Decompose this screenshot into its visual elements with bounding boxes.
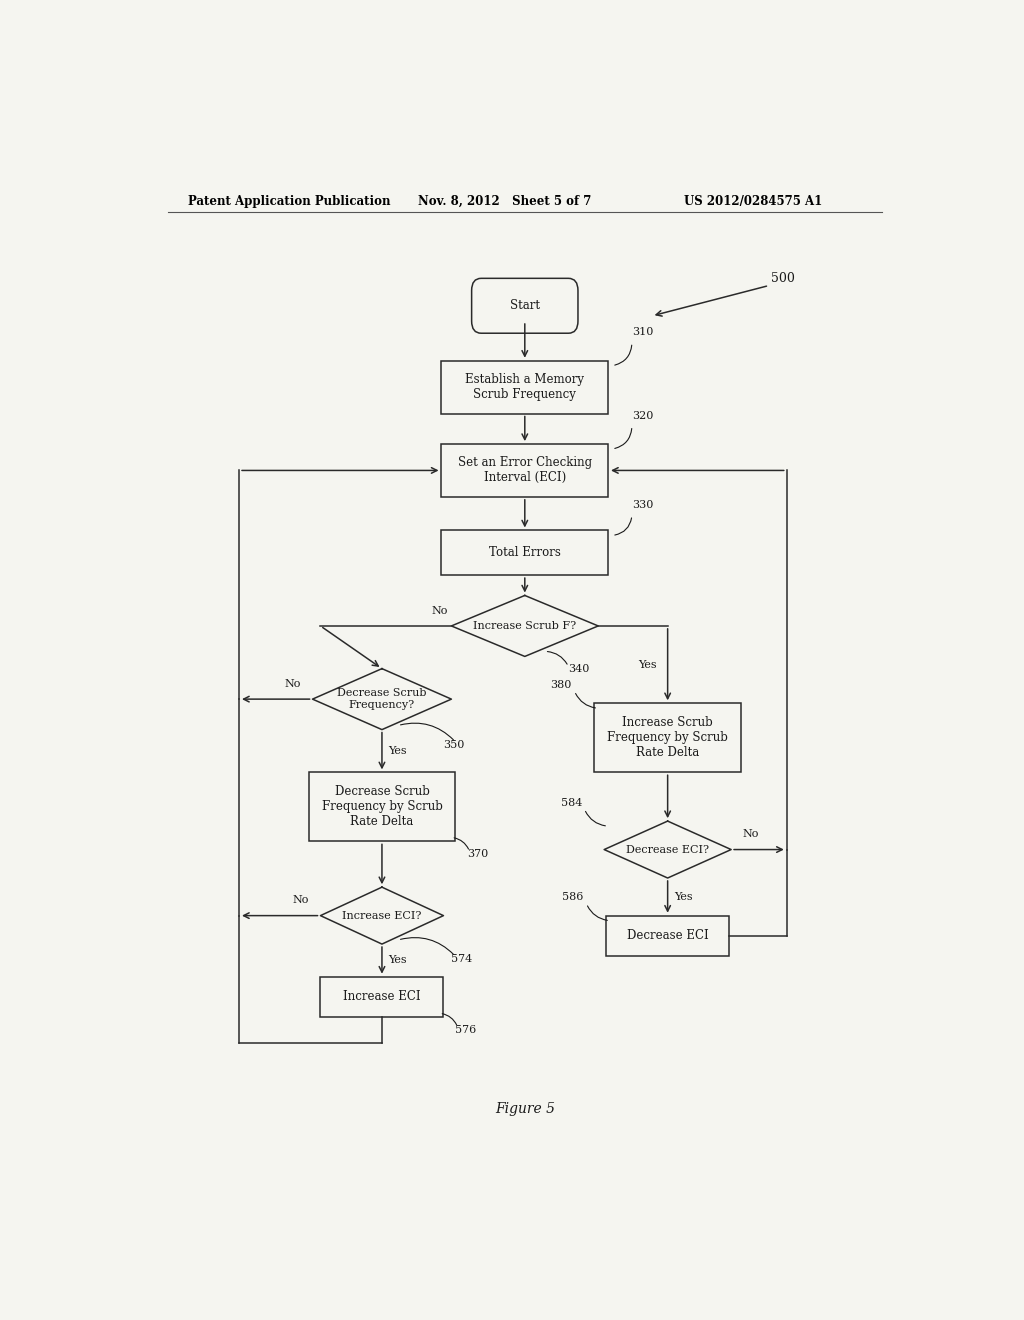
Text: 340: 340 — [568, 664, 590, 673]
Text: Increase ECI?: Increase ECI? — [342, 911, 422, 920]
Text: 370: 370 — [467, 849, 488, 859]
Text: 584: 584 — [560, 797, 582, 808]
Text: 574: 574 — [452, 954, 473, 965]
Text: Decrease Scrub
Frequency by Scrub
Rate Delta: Decrease Scrub Frequency by Scrub Rate D… — [322, 785, 442, 829]
Bar — [321, 977, 443, 1018]
Text: Decrease ECI: Decrease ECI — [627, 929, 709, 942]
Bar — [441, 444, 608, 496]
Text: Decrease Scrub
Frequency?: Decrease Scrub Frequency? — [337, 688, 427, 710]
Bar — [441, 360, 608, 413]
Text: No: No — [742, 829, 759, 840]
Bar — [594, 704, 741, 772]
Text: 586: 586 — [562, 892, 584, 903]
Text: Increase Scrub
Frequency by Scrub
Rate Delta: Increase Scrub Frequency by Scrub Rate D… — [607, 717, 728, 759]
Text: US 2012/0284575 A1: US 2012/0284575 A1 — [684, 194, 822, 207]
Text: No: No — [431, 606, 447, 615]
Text: Increase ECI: Increase ECI — [343, 990, 421, 1003]
Bar — [606, 916, 729, 956]
Text: Yes: Yes — [388, 956, 408, 965]
Text: Establish a Memory
Scrub Frequency: Establish a Memory Scrub Frequency — [465, 374, 585, 401]
Text: 500: 500 — [771, 272, 795, 285]
Bar — [441, 531, 608, 576]
Text: 330: 330 — [632, 500, 653, 510]
Text: Figure 5: Figure 5 — [495, 1102, 555, 1115]
Text: Nov. 8, 2012   Sheet 5 of 7: Nov. 8, 2012 Sheet 5 of 7 — [418, 194, 591, 207]
Text: 350: 350 — [443, 741, 465, 750]
Text: No: No — [293, 895, 309, 906]
Text: Yes: Yes — [388, 746, 408, 756]
Text: Decrease ECI?: Decrease ECI? — [626, 845, 710, 854]
Text: 576: 576 — [456, 1024, 476, 1035]
Text: 380: 380 — [551, 680, 572, 690]
Text: Yes: Yes — [674, 892, 693, 902]
Text: Set an Error Checking
Interval (ECI): Set an Error Checking Interval (ECI) — [458, 457, 592, 484]
Text: 310: 310 — [632, 327, 653, 337]
Text: Start: Start — [510, 300, 540, 313]
Text: 320: 320 — [632, 411, 653, 421]
Text: Total Errors: Total Errors — [488, 546, 561, 560]
FancyBboxPatch shape — [472, 279, 578, 333]
Text: Increase Scrub F?: Increase Scrub F? — [473, 620, 577, 631]
Text: Yes: Yes — [639, 660, 657, 669]
Text: No: No — [285, 678, 301, 689]
Text: Patent Application Publication: Patent Application Publication — [187, 194, 390, 207]
Bar — [308, 772, 456, 841]
